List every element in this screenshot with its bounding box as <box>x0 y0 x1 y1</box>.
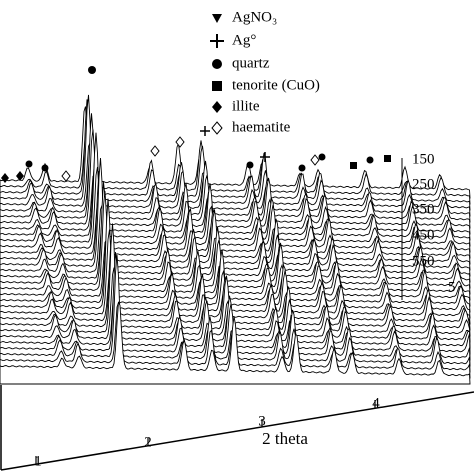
legend-label: Ag° <box>232 32 256 48</box>
depth-tick-label: 5 <box>448 279 456 295</box>
x-tick-label: 2 <box>144 434 152 450</box>
trace <box>0 301 471 385</box>
x-tick-label: 3 <box>258 413 266 429</box>
peak-markers <box>1 66 391 183</box>
x-axis-line <box>0 391 474 471</box>
depth-tick-label: 350 <box>412 201 435 217</box>
legend-label: quartz <box>232 55 270 71</box>
x-tick-label: 4 <box>372 395 380 411</box>
legend: AgNO₃ Ag° quartz tenorite (CuO) illite h… <box>210 9 320 135</box>
legend-label: haematite <box>232 119 291 135</box>
depth-tick-label: 550 <box>412 253 435 269</box>
x-axis-label: 2 theta <box>262 429 308 448</box>
depth-axis: 150 250 350 450 550 5 <box>401 151 456 300</box>
depth-tick-label: 450 <box>412 227 435 243</box>
depth-tick-label: 150 <box>412 151 435 167</box>
legend-label: illite <box>232 98 260 114</box>
x-ticks <box>35 400 376 464</box>
depth-tick-label: 250 <box>412 176 435 192</box>
legend-label: tenorite (CuO) <box>232 77 320 93</box>
trace-stack <box>0 94 471 385</box>
legend-label: AgNO₃ <box>232 9 277 25</box>
trace <box>0 132 471 259</box>
x-tick-label: 1 <box>34 453 42 469</box>
